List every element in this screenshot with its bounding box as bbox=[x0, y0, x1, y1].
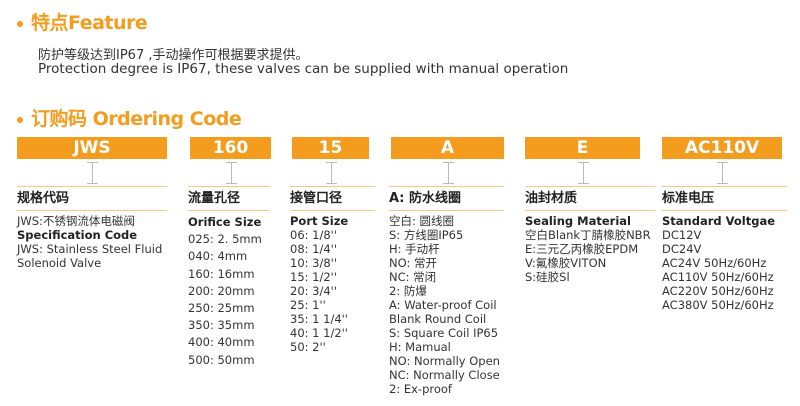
code-box-0: JWS bbox=[17, 137, 167, 159]
column-heading: 流量孔径 bbox=[188, 186, 270, 211]
column-heading: 标准电压 bbox=[662, 186, 787, 211]
spec-line: 50: 2'' bbox=[290, 340, 326, 354]
spec-line: AC24V 50Hz/60Hz bbox=[662, 256, 767, 270]
feature-text-en: Protection degree is IP67, these valves … bbox=[38, 61, 569, 77]
spec-line: Standard Voltgae bbox=[662, 214, 776, 228]
code-box-3: A bbox=[391, 137, 504, 159]
spec-line: A: Water-proof Coil bbox=[389, 298, 497, 312]
spec-line: NC: Normally Close bbox=[389, 368, 500, 382]
connector-line bbox=[578, 162, 589, 184]
column-heading: 规格代码 bbox=[17, 186, 167, 211]
spec-line: 200: 20mm bbox=[188, 283, 255, 298]
spec-line: S: 方线圈IP65 bbox=[389, 228, 464, 242]
spec-line: JWS:不锈钢流体电磁阀 bbox=[17, 214, 135, 228]
spec-line: V:氟橡胶VITON bbox=[525, 256, 607, 270]
spec-line: 空白Blank丁腈橡胶NBR bbox=[525, 228, 651, 242]
column-body: Sealing Material 空白Blank丁腈橡胶NBR E:三元乙丙橡胶EP… bbox=[525, 214, 655, 284]
spec-line: NO: 常开 bbox=[389, 256, 437, 270]
spec-line: Blank Round Coil bbox=[389, 312, 487, 326]
spec-column-5: 标准电压 Standard Voltgae DC12V DC24V AC24V 50Hz… bbox=[662, 186, 787, 312]
spec-line: 空白: 圆线圈 bbox=[389, 214, 455, 228]
spec-line: 08: 1/4'' bbox=[290, 242, 337, 256]
spec-line: S:硅胶Sl bbox=[525, 270, 570, 284]
connector-line bbox=[717, 162, 728, 184]
spec-line: Sealing Material bbox=[525, 214, 631, 228]
spec-line: 400: 40mm bbox=[188, 335, 255, 350]
spec-line: 40: 1 1/2'' bbox=[290, 326, 348, 340]
spec-line: Specification Code bbox=[17, 228, 138, 242]
code-box-1: 160 bbox=[190, 137, 271, 159]
spec-line: JWS: Stainless Steel Fluid bbox=[17, 242, 163, 256]
spec-line: S: Square Coil IP65 bbox=[389, 326, 499, 340]
spec-line: Orifice Size bbox=[188, 215, 262, 229]
column-body: Standard Voltgae DC12V DC24V AC24V 50Hz/60H… bbox=[662, 214, 787, 312]
spec-column-0: 规格代码 JWS:不锈钢流体电磁阀 Specification Code JWS: S… bbox=[17, 186, 167, 270]
spec-line: NC: 常闭 bbox=[389, 270, 437, 284]
spec-line: 350: 35mm bbox=[188, 318, 255, 333]
spec-line: DC24V bbox=[662, 242, 702, 256]
column-heading: 油封材质 bbox=[525, 186, 655, 211]
spec-column-3: A: 防水线圈 空白: 圆线圈 S: 方线圈IP65 H: 手动杆 NO: 常开 NC: … bbox=[389, 186, 504, 396]
code-box-5: AC110V bbox=[662, 137, 782, 159]
spec-line: 2: 防爆 bbox=[389, 284, 427, 298]
column-heading: A: 防水线圈 bbox=[389, 186, 504, 211]
spec-line: NO: Normally Open bbox=[389, 354, 500, 368]
code-box-2: 15 bbox=[292, 137, 369, 159]
spec-line: AC220V 50Hz/60Hz bbox=[662, 284, 774, 298]
connector-line bbox=[87, 162, 98, 184]
spec-line: H: Mamual bbox=[389, 340, 451, 354]
column-heading: 接管口径 bbox=[290, 186, 375, 211]
connector-line bbox=[443, 162, 454, 184]
spec-line: 250: 25mm bbox=[188, 301, 255, 316]
spec-line: 160: 16mm bbox=[188, 266, 255, 281]
spec-line: 10: 3/8'' bbox=[290, 256, 337, 270]
spec-line: 06: 1/8'' bbox=[290, 228, 337, 242]
spec-line: 040: 4mm bbox=[188, 249, 248, 264]
column-body: JWS:不锈钢流体电磁阀 Specification Code JWS: Stain… bbox=[17, 214, 167, 270]
feature-heading: 特点Feature bbox=[17, 8, 148, 35]
code-box-4: E bbox=[525, 137, 640, 159]
spec-column-1: 流量孔径 Orifice Size 025: 2. 5mm 040: 4mm 160: … bbox=[188, 186, 270, 369]
spec-column-4: 油封材质 Sealing Material 空白Blank丁腈橡胶NBR E:三元乙丙… bbox=[525, 186, 655, 284]
spec-line: Port Size bbox=[290, 214, 349, 228]
spec-line: 25: 1'' bbox=[290, 298, 326, 312]
column-body: Port Size 06: 1/8'' 08: 1/4'' 10: 3/8'' 15: … bbox=[290, 214, 375, 354]
connector-line bbox=[226, 162, 237, 184]
ordering-title: 订购码 Ordering Code bbox=[31, 108, 242, 130]
spec-line: 025: 2. 5mm bbox=[188, 232, 262, 247]
spec-line: 2: Ex-proof bbox=[389, 382, 452, 396]
column-body: 空白: 圆线圈 S: 方线圈IP65 H: 手动杆 NO: 常开 NC: 常闭 2: 防爆… bbox=[389, 214, 504, 396]
bullet-icon bbox=[17, 116, 23, 123]
bullet-icon bbox=[17, 20, 23, 27]
spec-line: AC380V 50Hz/60Hz bbox=[662, 298, 774, 312]
feature-title: 特点Feature bbox=[31, 12, 148, 34]
connector-line bbox=[326, 162, 337, 184]
spec-line: 500: 50mm bbox=[188, 352, 255, 367]
spec-line: 35: 1 1/4'' bbox=[290, 312, 348, 326]
spec-line: DC12V bbox=[662, 228, 702, 242]
feature-text-cn: 防护等级达到IP67 ,手动操作可根据要求提供。 bbox=[38, 48, 309, 63]
spec-line: H: 手动杆 bbox=[389, 242, 440, 256]
spec-line: 15: 1/2'' bbox=[290, 270, 337, 284]
spec-line: E:三元乙丙橡胶EPDM bbox=[525, 242, 639, 256]
spec-line: 20: 3/4'' bbox=[290, 284, 337, 298]
spec-line: AC110V 50Hz/60Hz bbox=[662, 270, 774, 284]
spec-line: Solenoid Valve bbox=[17, 256, 102, 270]
spec-column-2: 接管口径 Port Size 06: 1/8'' 08: 1/4'' 10: 3/8''… bbox=[290, 186, 375, 354]
column-body: Orifice Size 025: 2. 5mm 040: 4mm 160: 16mm… bbox=[188, 214, 270, 369]
ordering-heading: 订购码 Ordering Code bbox=[17, 104, 242, 131]
